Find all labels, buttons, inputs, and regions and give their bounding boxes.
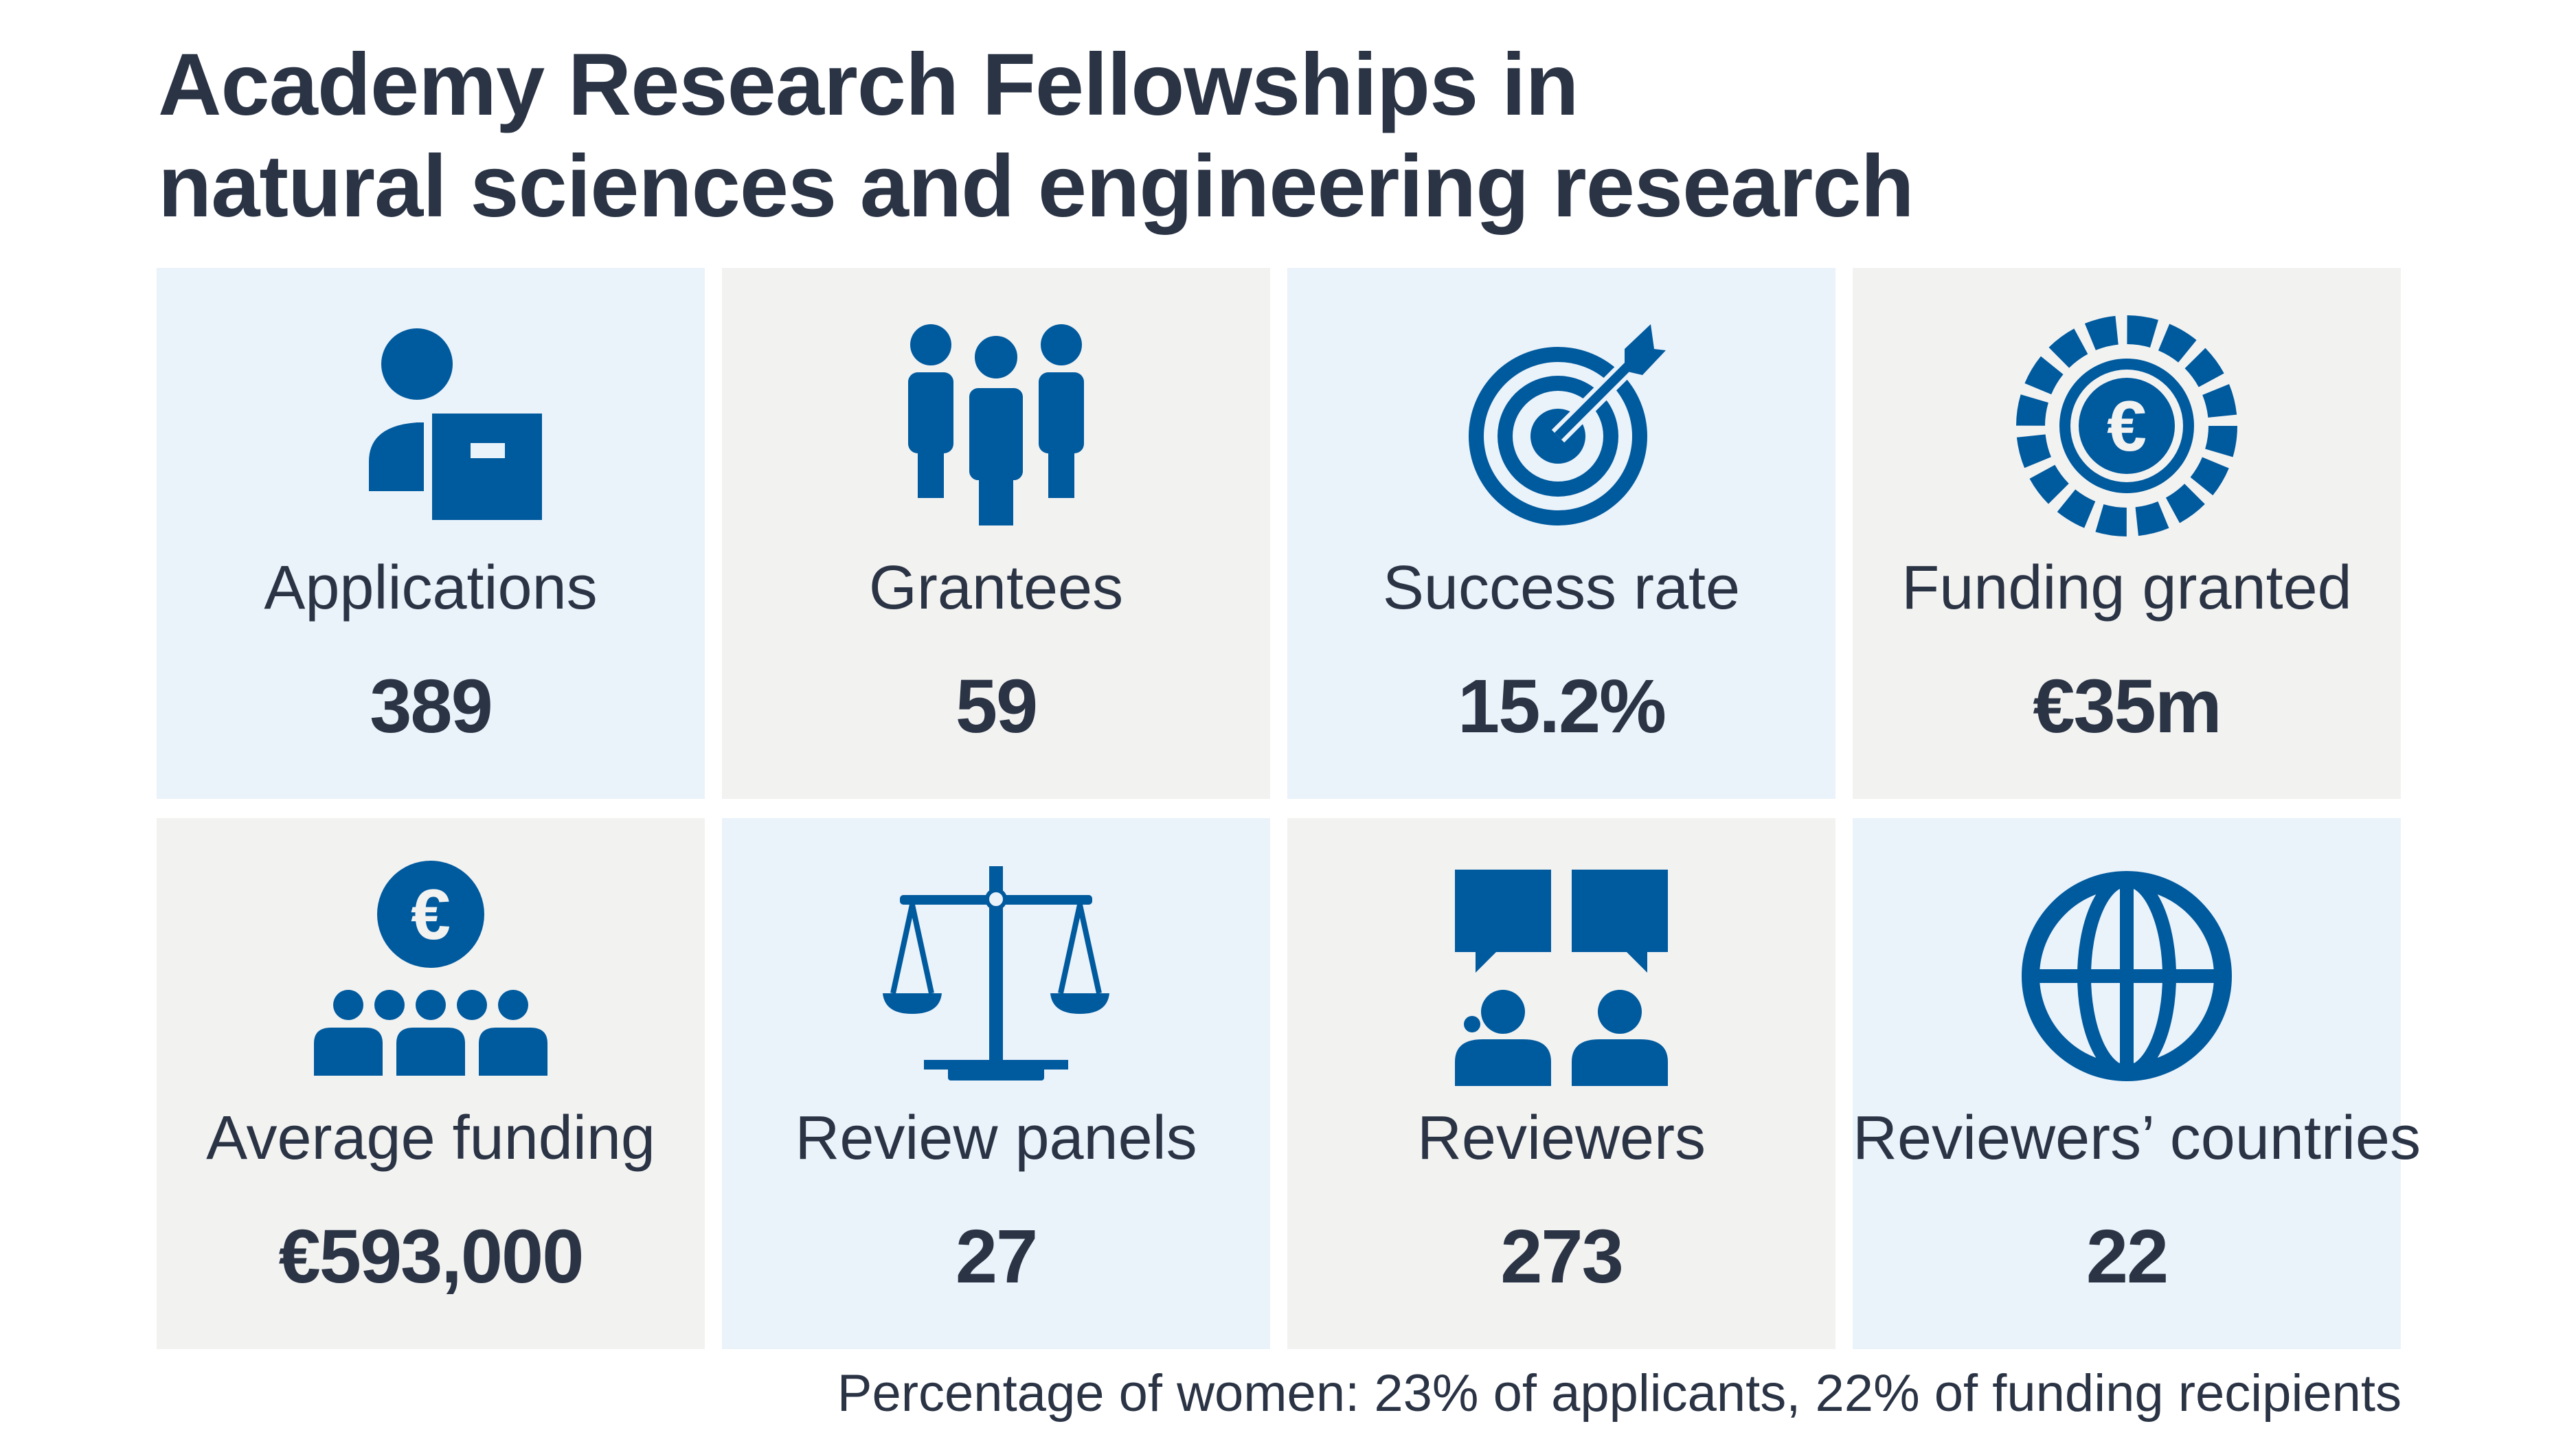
- page-title: Academy Research Fellowships in natural …: [158, 34, 1914, 238]
- stat-tile-applications: Applications 389: [157, 268, 705, 799]
- footnote-women-applicants: 23%: [1374, 1364, 1479, 1423]
- stat-label: Applications: [264, 554, 598, 622]
- scales-icon: [879, 859, 1113, 1093]
- stat-tile-grantees: Grantees 59: [722, 268, 1270, 799]
- stats-grid: Applications 389 Grantees 59: [157, 268, 2421, 1350]
- footnote-prefix: Percentage of women:: [837, 1364, 1375, 1423]
- stat-label: Review panels: [795, 1104, 1197, 1173]
- footnote-suffix: of funding recipients: [1919, 1364, 2402, 1423]
- stat-label: Funding granted: [1901, 554, 2352, 622]
- stat-label: Average funding: [206, 1104, 655, 1173]
- stat-tile-average-funding: € Average funding €593,000: [157, 818, 705, 1349]
- stat-label: Grantees: [868, 554, 1124, 622]
- svg-text:€: €: [411, 875, 451, 955]
- footnote-mid: of applicants,: [1478, 1364, 1816, 1423]
- stat-tile-success-rate: Success rate 15.2%: [1287, 268, 1835, 799]
- stat-value: €593,000: [278, 1214, 585, 1299]
- stat-tile-funding-granted: € Funding granted €35m: [1853, 268, 2401, 799]
- stat-value: 389: [370, 664, 493, 749]
- stat-value: 22: [2086, 1214, 2169, 1299]
- target-icon: [1445, 309, 1678, 543]
- reviewers-speech-icon: [1445, 859, 1678, 1093]
- stat-value: 273: [1500, 1214, 1624, 1299]
- stat-value: 27: [955, 1214, 1038, 1299]
- euro-audience-icon: €: [314, 859, 547, 1093]
- title-line-2: natural sciences and engineering researc…: [158, 137, 1914, 236]
- footnote-women-recipients: 22%: [1815, 1364, 1920, 1423]
- stat-label: Reviewers’ countries: [1853, 1104, 2421, 1173]
- stat-tile-reviewers-countries: Reviewers’ countries 22: [1853, 818, 2421, 1349]
- stat-tile-reviewers: Reviewers 273: [1287, 818, 1835, 1349]
- title-line-1: Academy Research Fellowships in: [158, 36, 1579, 134]
- stat-label: Success rate: [1382, 554, 1741, 622]
- svg-text:€: €: [2107, 387, 2147, 466]
- globe-icon: [2010, 859, 2244, 1093]
- euro-coin-icon: €: [2010, 309, 2244, 543]
- stat-tile-review-panels: Review panels 27: [722, 818, 1270, 1349]
- stat-value: 15.2%: [1458, 664, 1667, 749]
- person-with-application-icon: [314, 309, 547, 543]
- group-of-people-icon: [879, 309, 1113, 543]
- stat-value: €35m: [2033, 664, 2222, 749]
- stat-label: Reviewers: [1416, 1104, 1706, 1173]
- footnote: Percentage of women: 23% of applicants, …: [837, 1364, 2402, 1423]
- stat-value: 59: [955, 664, 1038, 749]
